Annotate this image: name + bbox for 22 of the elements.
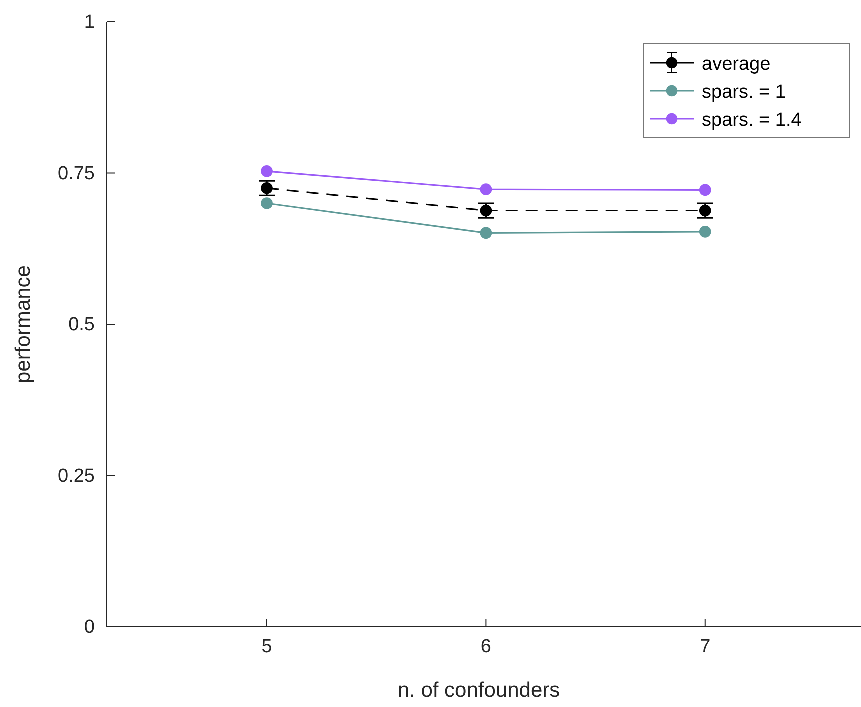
point (480, 204, 492, 217)
legend-label: spars. = 1 (702, 82, 786, 103)
legend-label: average (702, 54, 771, 75)
x-tick-label: 6 (480, 636, 492, 658)
point (480, 227, 492, 240)
x-axis-title: n. of confounders (398, 679, 560, 702)
point (261, 198, 273, 210)
y-tick-label: 0.75 (58, 163, 95, 184)
point (261, 166, 273, 178)
y-tick-label: 0 (84, 617, 95, 638)
point (480, 184, 492, 196)
point (699, 226, 712, 238)
x-tick-label: 7 (700, 636, 711, 658)
y-tick-label: 0.5 (68, 314, 95, 336)
x-tick-label: 5 (262, 636, 272, 658)
y-axis-title: performance (12, 266, 35, 384)
legend-label: spars. = 1.4 (702, 110, 802, 131)
point (699, 204, 712, 217)
point (699, 184, 712, 196)
point (261, 182, 273, 194)
y-tick-label: 0.25 (58, 466, 95, 487)
y-tick-label: 1 (84, 12, 95, 34)
